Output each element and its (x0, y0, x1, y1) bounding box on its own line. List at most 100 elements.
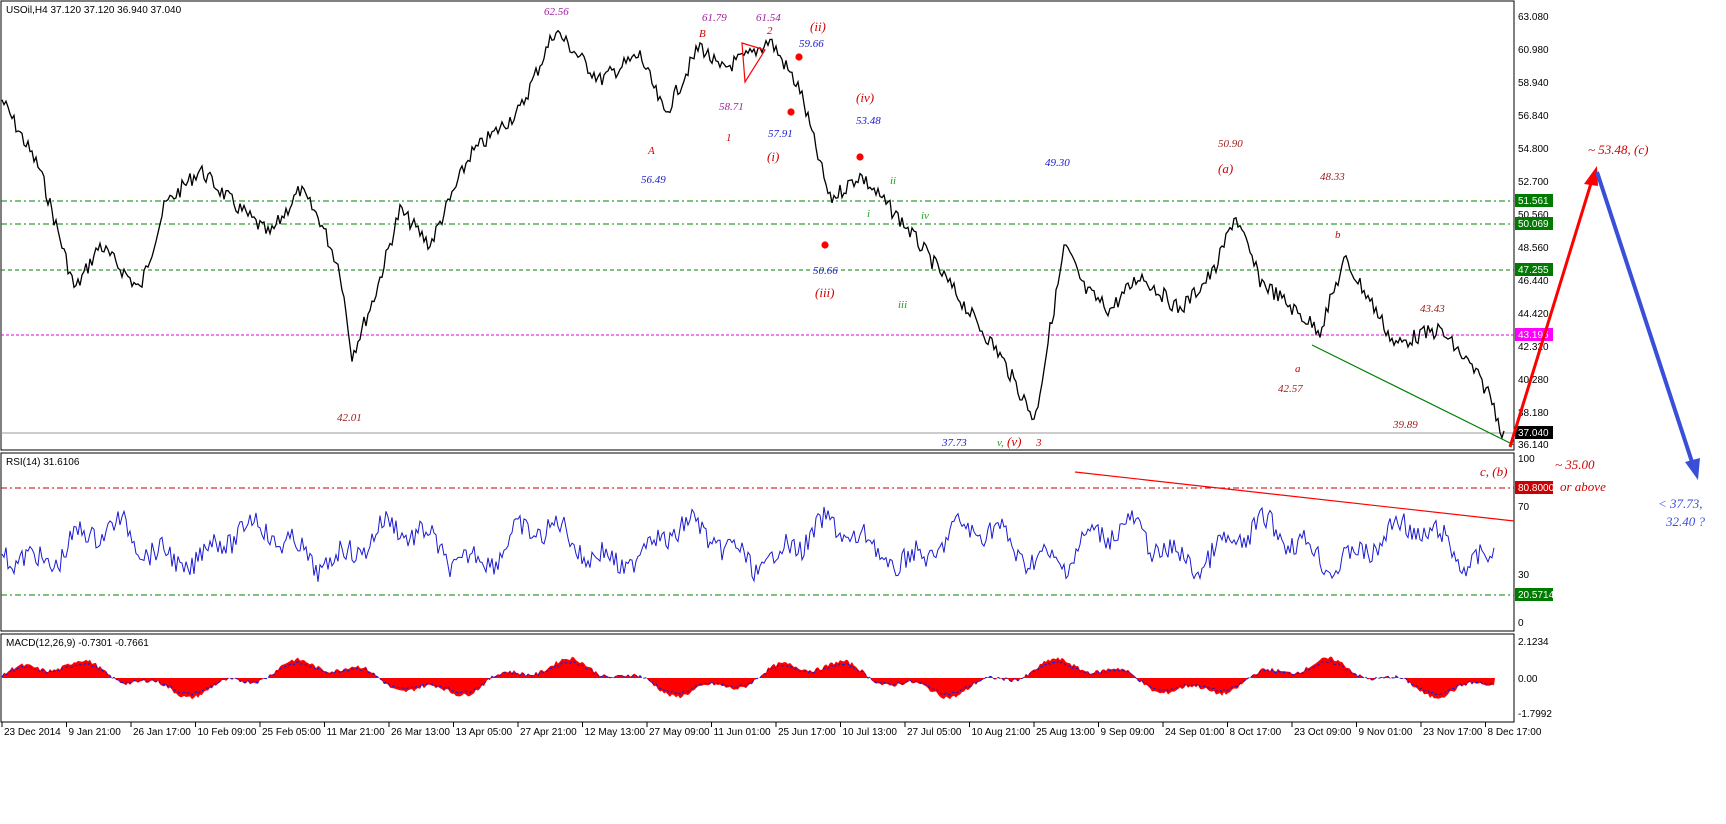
price-tick: 63.080 (1518, 12, 1549, 23)
triangle-marker (741, 42, 766, 84)
time-tick-label: 12 May 13:00 (585, 727, 646, 738)
price-panel-frame (0, 0, 1515, 451)
time-tick-label: 9 Jan 21:00 (69, 727, 122, 738)
time-tick-label: 24 Sep 01:00 (1165, 727, 1225, 738)
wave-label: (a) (1218, 161, 1233, 176)
wave-label: 57.91 (768, 128, 793, 140)
last-price-tag: 37.040 (1518, 428, 1549, 439)
time-tick-label: 27 Apr 21:00 (520, 727, 577, 738)
wave-label: 61.54 (756, 12, 781, 24)
level-tag: 43.196 (1518, 330, 1549, 341)
time-tick-label: 8 Dec 17:00 (1488, 727, 1542, 738)
forecast-lower-target: ~ 35.00 (1555, 457, 1595, 472)
rsi-tick: 70 (1518, 502, 1530, 513)
price-tick: 54.800 (1518, 144, 1549, 155)
time-tick-label: 10 Feb 09:00 (198, 727, 257, 738)
time-tick-label: 9 Nov 01:00 (1359, 727, 1413, 738)
rsi-panel-frame (0, 452, 1515, 632)
rsi-tick: 0 (1518, 618, 1524, 629)
wave-label: 37.73 (941, 437, 967, 449)
green-trendline (1311, 344, 1515, 446)
time-tick-label: 13 Apr 05:00 (456, 727, 513, 738)
wave-label: (iii) (815, 285, 835, 300)
rsi-level-tag-bg (1515, 481, 1553, 494)
wave-label: i (867, 208, 870, 220)
forecast-final-target: < 37.73, (1658, 496, 1703, 511)
wave-label: B (699, 28, 706, 40)
wave-label: 61.79 (702, 12, 727, 24)
rsi-level-tag: 80.8000 (1518, 483, 1555, 494)
wave-label: 42.57 (1278, 383, 1303, 395)
rsi-header: RSI(14) 31.6106 (6, 457, 80, 468)
forecast-down-arrowhead (1685, 458, 1700, 480)
wave-label: 58.71 (719, 101, 744, 113)
forecast-upper-target: ~ 53.48, (c) (1588, 142, 1648, 157)
rsi-level-tag: 20.5714 (1518, 590, 1555, 601)
wave-label: (ii) (810, 19, 826, 34)
wave-label: 56.49 (641, 174, 666, 186)
wave-label: c, (b) (1480, 464, 1507, 479)
time-tick-label: 11 Jun 01:00 (714, 727, 772, 738)
price-series (1, 29, 1505, 440)
wave-label: ii (890, 175, 896, 187)
price-tick: 42.320 (1518, 342, 1549, 353)
time-tick-label: 27 Jul 05:00 (907, 727, 962, 738)
wave-label: 39.89 (1392, 419, 1418, 431)
wave-label: 48.33 (1320, 171, 1345, 183)
time-tick-label: 10 Jul 13:00 (843, 727, 898, 738)
rsi-panel: RSI(14) 31.6106 100 70 30 0 80.8000 20.5… (0, 452, 1555, 632)
macd-tick: -1.7992 (1518, 709, 1552, 720)
price-tick: 52.700 (1518, 177, 1549, 188)
red-dot-4 (821, 241, 829, 249)
macd-panel: MACD(12,26,9) -0.7301 -0.7661 2.1234 0.0… (0, 633, 1552, 723)
wave-label: 2 (767, 25, 773, 37)
macd-tick: 0.00 (1518, 674, 1538, 685)
forecast-down-arrow (1595, 171, 1695, 466)
level-tag-bg (1515, 263, 1553, 276)
time-axis: 23 Dec 2014 9 Jan 21:00 26 Jan 17:00 10 Feb… (1, 722, 1542, 738)
macd-header: MACD(12,26,9) -0.7301 -0.7661 (6, 638, 149, 649)
rsi-tick: 100 (1518, 454, 1535, 465)
wave-label: 50.66 (813, 265, 838, 277)
macd-signal-line (1, 660, 1495, 696)
time-tick-label: 23 Dec 2014 (4, 727, 61, 738)
rsi-series (1, 506, 1495, 583)
wave-label: iv (921, 210, 929, 222)
wave-label: (i) (767, 149, 779, 164)
price-tick: 60.980 (1518, 45, 1549, 56)
time-tick-label: 25 Feb 05:00 (262, 727, 321, 738)
price-header: USOil,H4 37.120 37.120 36.940 37.040 (6, 5, 182, 16)
time-tick-label: 9 Sep 09:00 (1101, 727, 1155, 738)
wave-label: iii (898, 299, 907, 311)
time-tick-label: 23 Nov 17:00 (1423, 727, 1483, 738)
rsi-level-tag-bg (1515, 588, 1553, 601)
time-tick-label: 25 Jun 17:00 (778, 727, 836, 738)
forecast-up-arrow (1508, 179, 1594, 448)
forecast-overlay: ~ 53.48, (c) c, (b) ~ 35.00 or above < 3… (1480, 142, 1706, 529)
wave-label: 49.30 (1045, 157, 1070, 169)
level-tag: 50.069 (1518, 219, 1549, 230)
time-tick-label: 10 Aug 21:00 (972, 727, 1031, 738)
time-tick-label: 26 Jan 17:00 (133, 727, 191, 738)
wave-label: 50.90 (1218, 138, 1243, 150)
wave-label: A (647, 145, 655, 157)
wave-label: 59.66 (799, 38, 824, 50)
red-dot-2 (787, 108, 795, 116)
wave-label: v, (997, 437, 1004, 449)
forecast-final-target-note: 32.40 ? (1665, 514, 1706, 529)
price-tick: 36.140 (1518, 440, 1549, 451)
price-tick: 46.440 (1518, 276, 1549, 287)
price-tick: 44.420 (1518, 309, 1549, 320)
price-tick: 50.560 (1518, 210, 1549, 221)
macd-tick: 2.1234 (1518, 637, 1549, 648)
wave-label: 3 (1035, 437, 1042, 449)
wave-label: 42.01 (337, 412, 362, 424)
time-tick-label: 8 Oct 17:00 (1230, 727, 1282, 738)
level-tag: 47.255 (1518, 265, 1549, 276)
wave-label: a (1295, 363, 1301, 375)
price-tick: 48.560 (1518, 243, 1549, 254)
red-dot-1 (795, 53, 803, 61)
macd-histogram (2, 656, 1495, 700)
wave-label: b (1335, 229, 1341, 241)
time-tick-label: 25 Aug 13:00 (1036, 727, 1095, 738)
